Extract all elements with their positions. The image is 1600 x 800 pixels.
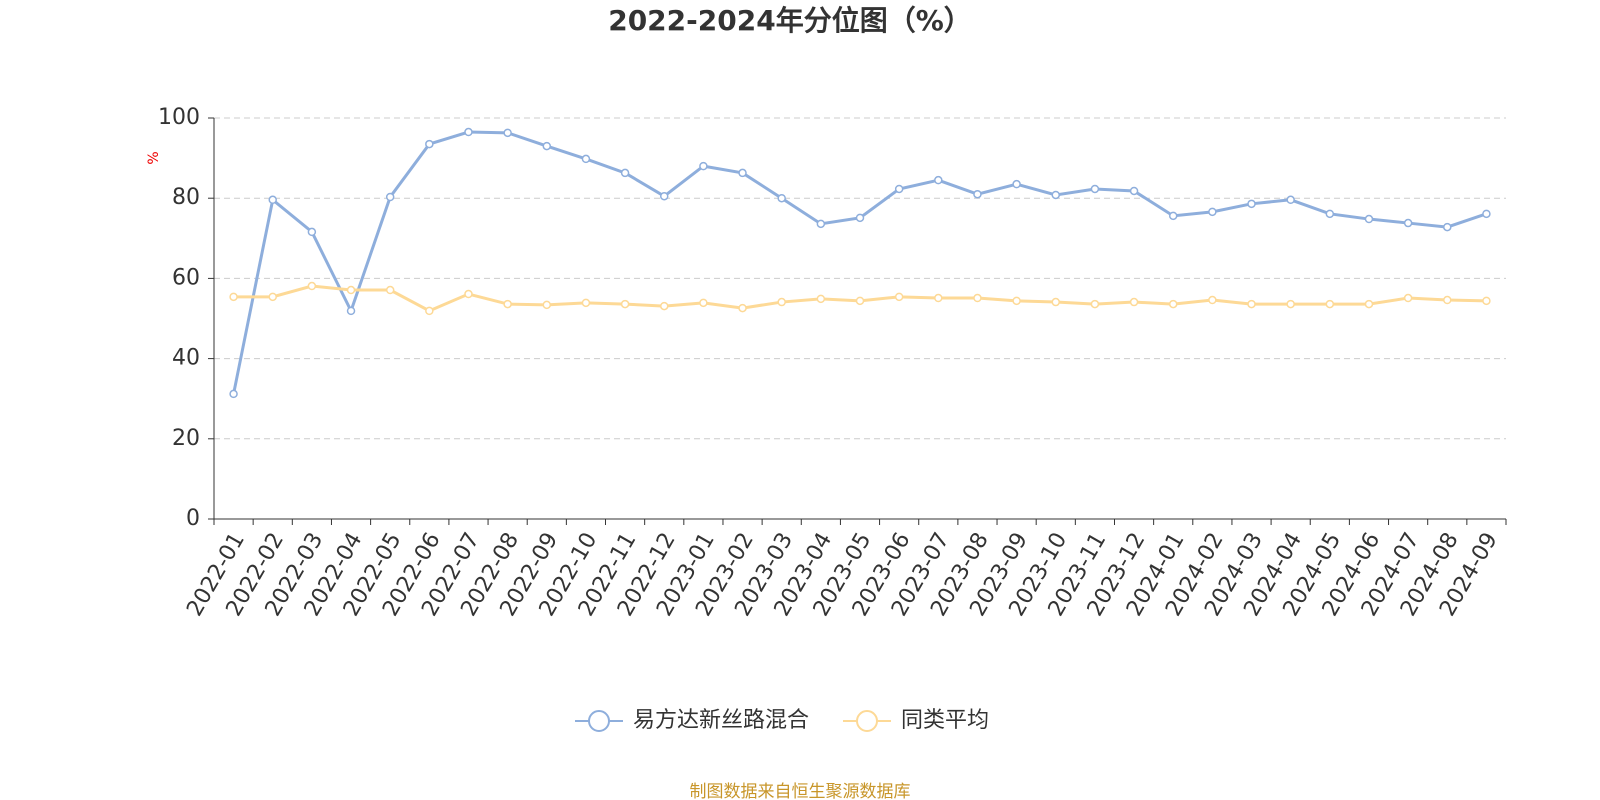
point (229, 389, 238, 399)
point (620, 168, 630, 178)
point (816, 219, 826, 229)
point (855, 213, 865, 223)
point (268, 292, 277, 302)
point (581, 298, 591, 308)
point (620, 299, 630, 309)
point (1129, 297, 1139, 307)
point (542, 141, 552, 151)
chart-title: 2022-2024年分位图（%） (608, 4, 972, 37)
point (425, 306, 434, 316)
y-tick-label: 80 (172, 185, 200, 210)
point (699, 298, 708, 308)
point (894, 184, 904, 194)
point (934, 175, 943, 185)
point (738, 168, 747, 178)
point (1247, 199, 1256, 209)
point (1364, 214, 1374, 224)
point (1482, 209, 1491, 219)
point (268, 195, 277, 205)
point (1012, 296, 1021, 306)
point (1403, 293, 1413, 303)
point (385, 285, 395, 295)
point (1247, 299, 1256, 309)
point (1286, 195, 1295, 205)
legend-marker (856, 710, 878, 732)
point (855, 296, 865, 306)
point (1012, 179, 1021, 189)
y-tick-label: 40 (172, 346, 200, 371)
point (973, 293, 982, 303)
point (503, 299, 512, 309)
point (659, 191, 669, 201)
point (385, 192, 395, 202)
point (229, 292, 238, 302)
source-note: 制图数据来自恒生聚源数据库 (690, 782, 911, 800)
point (1168, 299, 1178, 309)
point (699, 161, 708, 171)
point (1482, 296, 1491, 306)
point (1325, 299, 1335, 309)
point (346, 285, 356, 295)
point (1443, 295, 1452, 305)
y-tick-label: 100 (158, 105, 200, 130)
point (1090, 184, 1100, 194)
series-line (232, 130, 1487, 395)
point (1286, 299, 1295, 309)
point (1208, 295, 1217, 305)
legend-label: 同类平均 (901, 708, 989, 733)
point (542, 300, 552, 310)
point (503, 128, 512, 138)
point (659, 301, 669, 311)
point (464, 127, 473, 137)
point (346, 306, 356, 316)
point (307, 227, 317, 237)
point (307, 281, 317, 291)
point (581, 154, 591, 164)
point (1403, 218, 1413, 228)
point (464, 289, 473, 299)
point (973, 189, 982, 199)
point (777, 193, 786, 203)
point (934, 293, 943, 303)
point (1129, 186, 1139, 196)
point (425, 139, 434, 149)
y-tick-label: 20 (172, 426, 200, 451)
point (777, 297, 786, 307)
point (1325, 209, 1335, 219)
point (1208, 207, 1217, 217)
point (1168, 211, 1178, 221)
y-tick-label: 60 (172, 265, 200, 290)
y-axis-label: % (146, 151, 162, 164)
point (1364, 299, 1374, 309)
y-tick-label: 0 (186, 506, 200, 531)
point (1443, 222, 1452, 232)
point (738, 303, 747, 313)
legend-label: 易方达新丝路混合 (633, 708, 809, 733)
legend-marker (588, 710, 610, 732)
point (1090, 299, 1100, 309)
point (816, 294, 826, 304)
point (1051, 190, 1061, 200)
point (894, 292, 904, 302)
point (1051, 297, 1061, 307)
